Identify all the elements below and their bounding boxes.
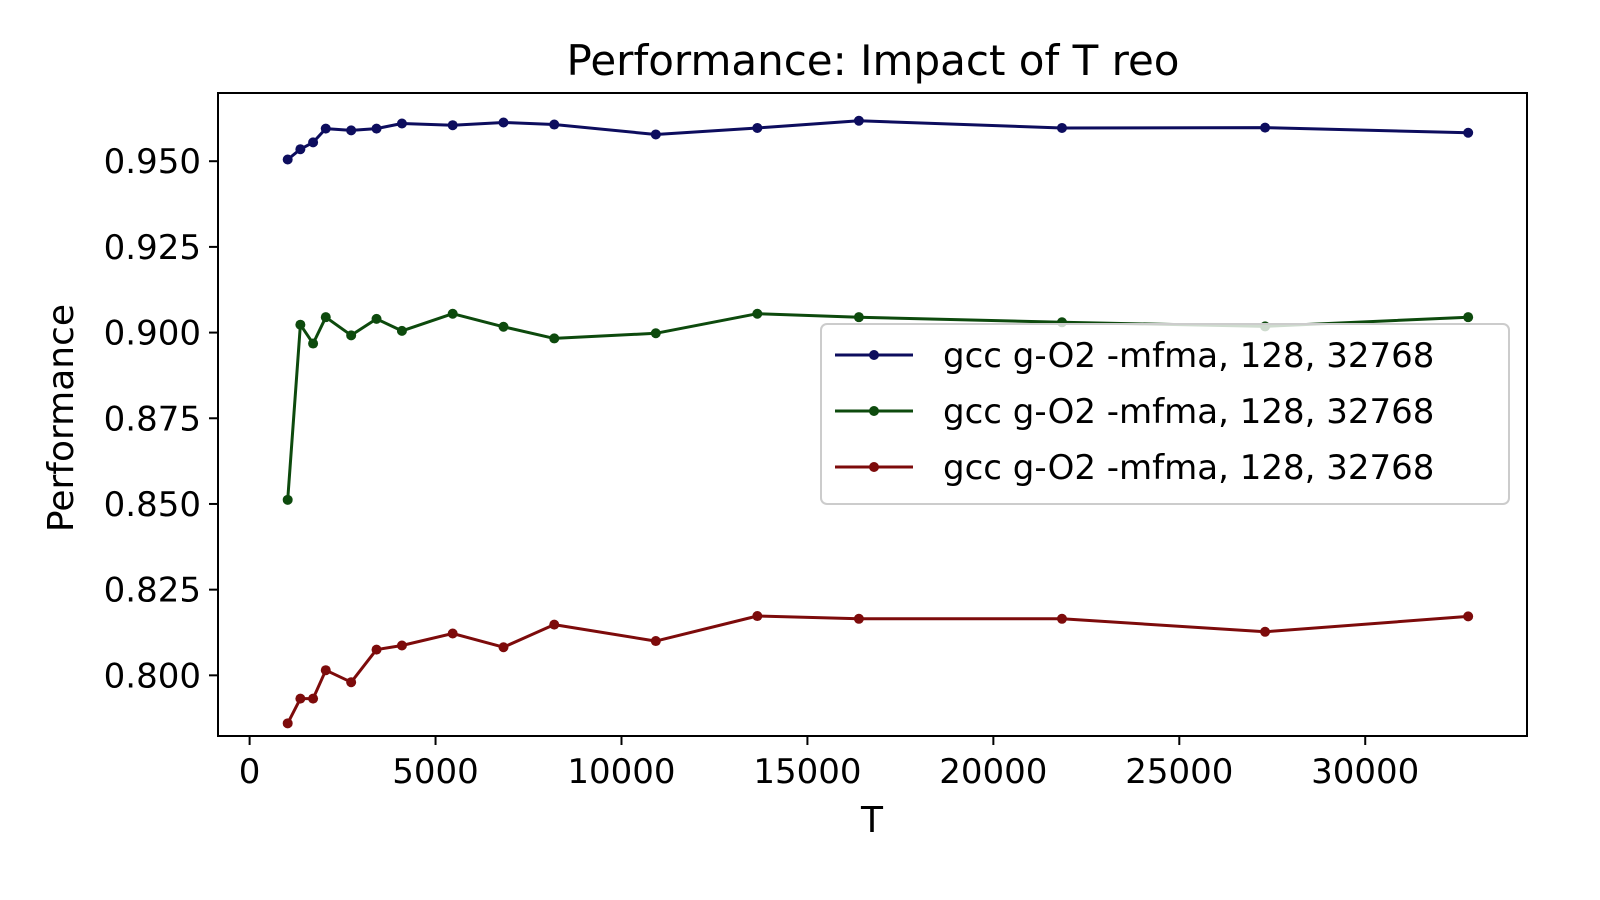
- legend-label-1: gcc g-O2 -mfma, 128, 32768: [943, 336, 1434, 376]
- legend-label-2: gcc g-O2 -mfma, 128, 32768: [943, 392, 1434, 432]
- series-3-point: [752, 611, 763, 622]
- series-1-point: [1056, 122, 1067, 133]
- series-1-point: [320, 123, 331, 134]
- legend-frame: [820, 323, 1510, 505]
- series-2-point: [447, 308, 458, 319]
- legend: gcc g-O2 -mfma, 128, 32768 gcc g-O2 -mfma…: [820, 323, 1510, 505]
- series-2-point: [320, 312, 331, 323]
- series-1-point: [396, 118, 407, 129]
- series-3-point: [1260, 626, 1271, 637]
- series-3-point: [371, 644, 382, 655]
- series-2-point: [295, 319, 306, 330]
- series-1-point: [371, 123, 382, 134]
- series-3-point: [396, 640, 407, 651]
- series-2-point: [498, 321, 509, 332]
- series-2-point: [346, 330, 357, 341]
- y-tick-label: 0.800: [104, 656, 201, 696]
- y-tick-label: 0.925: [104, 228, 201, 268]
- series-3-point: [1056, 613, 1067, 624]
- x-tick-label: 10000: [567, 752, 675, 792]
- series-3-point: [549, 619, 560, 630]
- series-3-point: [320, 665, 331, 676]
- x-tick-label: 30000: [1311, 752, 1419, 792]
- plot-frame: [217, 92, 1528, 737]
- series-3-point: [1463, 611, 1474, 622]
- series-2-point: [650, 328, 661, 339]
- series-2-point: [371, 313, 382, 324]
- series-1-point: [853, 115, 864, 126]
- series-3-point: [282, 718, 293, 729]
- chart-title: Performance: Impact of T reo: [567, 36, 1180, 85]
- y-tick-label: 0.850: [104, 485, 201, 525]
- series-2-point: [396, 325, 407, 336]
- series-1-point: [650, 129, 661, 140]
- y-tick-label: 0.825: [104, 571, 201, 611]
- series-1-point: [1463, 127, 1474, 138]
- y-axis-label: Performance: [41, 304, 82, 532]
- series-3-point: [498, 642, 509, 653]
- series-2-point: [1463, 312, 1474, 323]
- series-2-point: [282, 494, 293, 505]
- series-2-point: [752, 308, 763, 319]
- series-3-point: [308, 693, 319, 704]
- series-3-point: [650, 636, 661, 647]
- series-3-point: [447, 628, 458, 639]
- series-1-point: [498, 117, 509, 128]
- legend-label-3: gcc g-O2 -mfma, 128, 32768: [943, 448, 1434, 488]
- series-1-line: [286, 119, 1469, 161]
- series-1-point: [752, 122, 763, 133]
- series-2-point: [308, 338, 319, 349]
- series-1-point: [346, 125, 357, 136]
- series-2-point: [853, 312, 864, 323]
- series-1-point: [549, 119, 560, 130]
- series-3-point: [346, 677, 357, 688]
- y-tick-label: 0.875: [104, 399, 201, 439]
- series-1-point: [282, 154, 293, 165]
- x-tick-label: 15000: [753, 752, 861, 792]
- series-2-line: [286, 312, 1469, 500]
- series-1-point: [1260, 122, 1271, 133]
- y-tick-label: 0.900: [104, 314, 201, 354]
- legend-marker-2: [869, 406, 879, 416]
- series-layer: [282, 115, 1474, 729]
- series-3-line: [286, 614, 1469, 724]
- x-tick-label: 5000: [392, 752, 479, 792]
- x-axis-label: T: [860, 800, 884, 841]
- series-1-point: [295, 144, 306, 155]
- series-3-point: [853, 613, 864, 624]
- series-2-point: [549, 333, 560, 344]
- series-1-point: [308, 137, 319, 148]
- y-tick-label: 0.950: [104, 142, 201, 182]
- y-axis: 0.800 0.825 0.850 0.875 0.900 0.925 0.950: [104, 142, 218, 696]
- legend-marker-1: [869, 350, 879, 360]
- legend-marker-3: [869, 462, 879, 472]
- series-3-point: [295, 693, 306, 704]
- x-tick-label: 0: [239, 752, 261, 792]
- x-axis: 0 5000 10000 15000 20000 25000 30000: [239, 736, 1419, 792]
- x-tick-label: 25000: [1125, 752, 1233, 792]
- x-tick-label: 20000: [939, 752, 1047, 792]
- series-1-point: [447, 120, 458, 131]
